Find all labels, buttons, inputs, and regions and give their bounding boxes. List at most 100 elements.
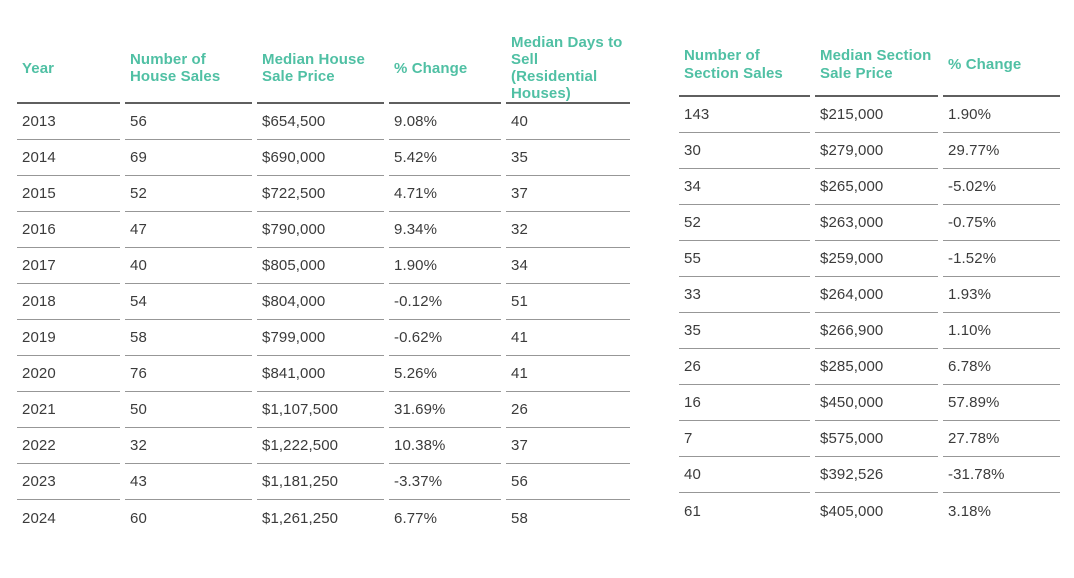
table-cell: 16 (679, 385, 810, 421)
table-cell: 31.69% (389, 392, 501, 429)
table-cell: 56 (125, 104, 252, 141)
table-cell: 57.89% (943, 385, 1060, 421)
table-row: 16 $450,000 57.89% (679, 385, 1060, 421)
table-cell: 47 (125, 212, 252, 249)
table-cell: 40 (506, 104, 630, 141)
table-row: 2023 43 $1,181,250 -3.37% 56 (17, 464, 630, 501)
column-header-median-house-sale-price: Median House Sale Price (257, 28, 384, 105)
table-cell: -0.75% (943, 205, 1060, 241)
house-sales-table: Year Number of House Sales Median House … (12, 28, 635, 536)
table-cell: 1.90% (389, 248, 501, 285)
table-cell: 2019 (17, 320, 120, 357)
table-cell: 52 (125, 176, 252, 213)
table-cell: $799,000 (257, 320, 384, 357)
table-cell: 30 (679, 133, 810, 169)
column-header-number-of-section-sales: Number of Section Sales (679, 28, 810, 97)
table-cell: 35 (506, 140, 630, 177)
table-cell: 76 (125, 356, 252, 393)
table-cell: 2018 (17, 284, 120, 321)
table-row: 2013 56 $654,500 9.08% 40 (17, 104, 630, 141)
table-cell: $804,000 (257, 284, 384, 321)
table-row: 26 $285,000 6.78% (679, 349, 1060, 385)
table-cell: $265,000 (815, 169, 938, 205)
table-cell: 27.78% (943, 421, 1060, 457)
table-cell: 2015 (17, 176, 120, 213)
table-cell: 32 (125, 428, 252, 465)
table-cell: 40 (125, 248, 252, 285)
table-row: 2017 40 $805,000 1.90% 34 (17, 248, 630, 285)
table-cell: 6.77% (394, 509, 438, 527)
table-cell: 3.18% (948, 502, 992, 520)
table-cell: $654,500 (257, 104, 384, 141)
header-row: Number of Section Sales Median Section S… (679, 28, 1060, 97)
table-row: 55 $259,000 -1.52% (679, 241, 1060, 277)
table-row: 61 $405,000 3.18% (679, 493, 1060, 529)
table-cell: 26 (679, 349, 810, 385)
table-cell: 35 (679, 313, 810, 349)
house-table-header: Year Number of House Sales Median House … (17, 28, 630, 105)
table-cell: 2020 (17, 356, 120, 393)
table-cell: 50 (125, 392, 252, 429)
table-cell: 26 (506, 392, 630, 429)
section-table-body: 143 $215,000 1.90% 30 $279,000 29.77% 34 $265,0… (679, 97, 1060, 529)
section-table-header: Number of Section Sales Median Section S… (679, 28, 1060, 97)
table-cell: 29.77% (943, 133, 1060, 169)
table-cell: 2013 (17, 104, 120, 141)
table-row: 52 $263,000 -0.75% (679, 205, 1060, 241)
table-cell: $263,000 (815, 205, 938, 241)
table-cell: 56 (506, 464, 630, 501)
table-row: 2024 60 $1,261,250 6.77% 58 (17, 500, 630, 536)
table-cell: $1,107,500 (257, 392, 384, 429)
table-cell: $1,181,250 (257, 464, 384, 501)
table-cell: $690,000 (257, 140, 384, 177)
table-cell: 5.42% (389, 140, 501, 177)
table-row: 40 $392,526 -31.78% (679, 457, 1060, 493)
table-cell: $266,900 (815, 313, 938, 349)
table-cell: 41 (506, 320, 630, 357)
table-cell: $405,000 (820, 502, 884, 520)
table-row: 30 $279,000 29.77% (679, 133, 1060, 169)
table-cell: 40 (679, 457, 810, 493)
table-cell: $841,000 (257, 356, 384, 393)
table-row: 2015 52 $722,500 4.71% 37 (17, 176, 630, 213)
table-cell: 58 (511, 509, 528, 527)
table-cell: 69 (125, 140, 252, 177)
table-cell: 5.26% (389, 356, 501, 393)
table-cell: -3.37% (389, 464, 501, 501)
table-cell: 54 (125, 284, 252, 321)
table-cell: 7 (679, 421, 810, 457)
table-cell: 32 (506, 212, 630, 249)
table-row: 143 $215,000 1.90% (679, 97, 1060, 133)
table-cell: $259,000 (815, 241, 938, 277)
column-header-house-percent-change: % Change (389, 28, 501, 105)
table-cell: 9.34% (389, 212, 501, 249)
table-cell: 52 (679, 205, 810, 241)
table-row: 2019 58 $799,000 -0.62% 41 (17, 320, 630, 357)
table-row: 2016 47 $790,000 9.34% 32 (17, 212, 630, 249)
column-header-section-percent-change: % Change (943, 28, 1060, 97)
tables-container: Year Number of House Sales Median House … (12, 28, 1065, 536)
table-row: 33 $264,000 1.93% (679, 277, 1060, 313)
table-cell: 1.93% (943, 277, 1060, 313)
table-row: 35 $266,900 1.10% (679, 313, 1060, 349)
table-cell: 60 (130, 509, 147, 527)
table-cell: -0.62% (389, 320, 501, 357)
table-cell: 2024 (22, 509, 56, 527)
table-cell: -0.12% (389, 284, 501, 321)
table-cell: $805,000 (257, 248, 384, 285)
table-cell: 2022 (17, 428, 120, 465)
table-cell: 33 (679, 277, 810, 313)
table-cell: -5.02% (943, 169, 1060, 205)
table-cell: 41 (506, 356, 630, 393)
table-cell: 1.10% (943, 313, 1060, 349)
table-cell: 55 (679, 241, 810, 277)
table-cell: $790,000 (257, 212, 384, 249)
table-cell: 37 (506, 428, 630, 465)
column-header-number-of-house-sales: Number of House Sales (125, 28, 252, 105)
table-cell: $722,500 (257, 176, 384, 213)
table-row: 2022 32 $1,222,500 10.38% 37 (17, 428, 630, 465)
table-cell: 37 (506, 176, 630, 213)
table-row: 2018 54 $804,000 -0.12% 51 (17, 284, 630, 321)
table-cell: $450,000 (815, 385, 938, 421)
table-cell: 143 (679, 97, 810, 133)
